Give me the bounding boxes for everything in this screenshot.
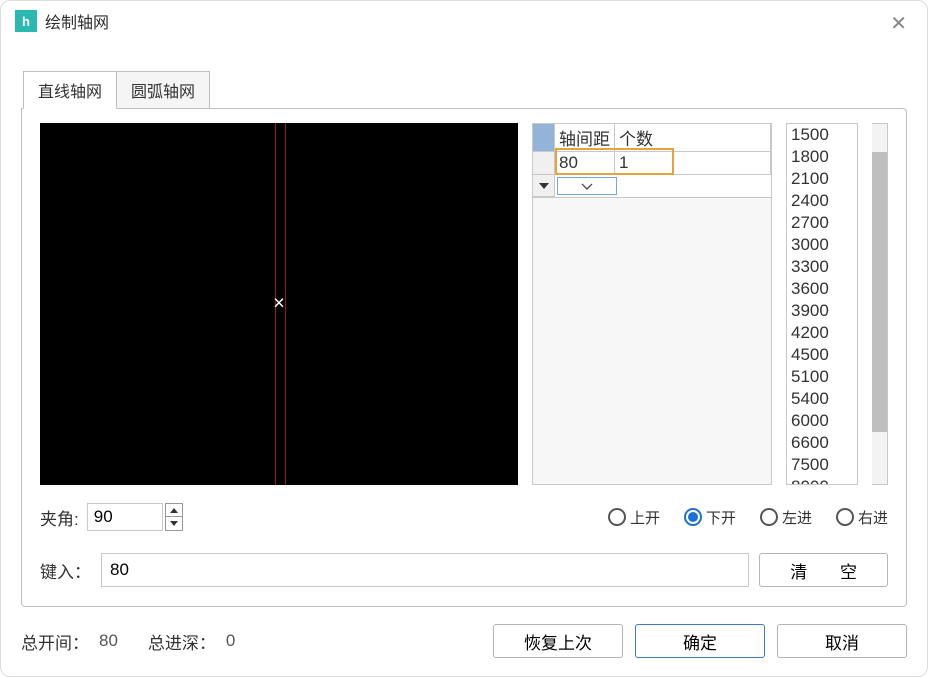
total-depth: 总进深： 0 (148, 629, 235, 654)
tab-strip: 直线轴网 圆弧轴网 (1, 41, 927, 109)
footer-bar: 总开间： 80 总进深： 0 恢复上次 确定 取消 (1, 624, 927, 676)
preset-value-item[interactable]: 4200 (787, 322, 857, 344)
radio-circle-icon (608, 508, 626, 526)
preset-value-item[interactable]: 5400 (787, 388, 857, 410)
preset-value-item[interactable]: 5100 (787, 366, 857, 388)
titlebar: h 绘制轴网 ✕ (1, 1, 927, 41)
radio-down-open[interactable]: 下开 (684, 507, 736, 528)
tab-arc-grid[interactable]: 圆弧轴网 (116, 71, 210, 109)
radio-right-in[interactable]: 右进 (836, 507, 888, 528)
ok-button[interactable]: 确定 (635, 624, 765, 658)
editing-cell-spacing (557, 150, 615, 173)
top-row: × 轴间距 个数 80 1 (40, 123, 888, 485)
radio-label: 左进 (782, 507, 812, 528)
preset-value-item[interactable]: 3600 (787, 278, 857, 300)
preset-value-item[interactable]: 6600 (787, 432, 857, 454)
typein-label: 键入： (40, 558, 91, 583)
dialog-title: 绘制轴网 (45, 9, 109, 33)
cancel-button[interactable]: 取消 (777, 624, 907, 658)
preset-value-item[interactable]: 1800 (787, 146, 857, 168)
radio-circle-icon (760, 508, 778, 526)
radio-up-open[interactable]: 上开 (608, 507, 660, 528)
direction-radio-group: 上开 下开 左进 右进 (608, 507, 888, 528)
typein-row: 键入： 清 空 (40, 553, 888, 587)
radio-circle-icon (684, 508, 702, 526)
chevron-up-icon (170, 508, 178, 513)
grid-preview-canvas: × (40, 123, 518, 485)
radio-label: 上开 (630, 507, 660, 528)
radio-dot-icon (688, 512, 698, 522)
scroll-thumb[interactable] (872, 152, 887, 432)
total-depth-label: 总进深： (148, 629, 216, 654)
editing-highlight (555, 148, 674, 175)
new-row-marker-icon (533, 175, 555, 197)
total-span: 总开间： 80 (21, 629, 118, 654)
editing-cell-count (615, 150, 672, 173)
table-new-row[interactable] (533, 175, 771, 198)
close-icon[interactable]: ✕ (890, 11, 907, 36)
chevron-down-icon (581, 183, 593, 190)
preset-values-list[interactable]: 1500180021002400270030003300360039004200… (786, 123, 858, 485)
spacing-table: 轴间距 个数 80 1 (532, 123, 772, 485)
preset-value-item[interactable]: 2100 (787, 168, 857, 190)
typein-input[interactable] (101, 553, 749, 587)
preset-value-item[interactable]: 1500 (787, 124, 857, 146)
radio-circle-icon (836, 508, 854, 526)
spacing-dropdown[interactable] (557, 177, 617, 195)
table-empty-area (533, 198, 771, 484)
tab-panel: × 轴间距 个数 80 1 (21, 108, 907, 607)
app-icon: h (15, 10, 37, 32)
preset-value-item[interactable]: 7500 (787, 454, 857, 476)
preset-value-item[interactable]: 4500 (787, 344, 857, 366)
tab-linear-grid[interactable]: 直线轴网 (23, 71, 117, 109)
radio-left-in[interactable]: 左进 (760, 507, 812, 528)
preset-value-item[interactable]: 2700 (787, 212, 857, 234)
angle-step-up[interactable] (165, 503, 183, 517)
clear-button[interactable]: 清 空 (759, 553, 888, 587)
angle-input[interactable] (87, 503, 163, 531)
preset-value-item[interactable]: 3300 (787, 256, 857, 278)
angle-label: 夹角: (40, 505, 79, 530)
total-span-value: 80 (99, 631, 118, 651)
total-span-label: 总开间： (21, 629, 89, 654)
chevron-down-icon (170, 521, 178, 526)
angle-step-down[interactable] (165, 517, 183, 531)
angle-stepper (87, 503, 183, 531)
list-scrollbar[interactable] (872, 123, 888, 485)
footer-buttons: 恢复上次 确定 取消 (493, 624, 907, 658)
table-corner-cell (533, 124, 555, 152)
restore-last-button[interactable]: 恢复上次 (493, 624, 623, 658)
preset-value-item[interactable]: 6000 (787, 410, 857, 432)
preset-value-item[interactable]: 3000 (787, 234, 857, 256)
preview-axis-line (285, 123, 286, 485)
total-depth-value: 0 (226, 631, 235, 651)
preset-value-item[interactable]: 3900 (787, 300, 857, 322)
radio-label: 下开 (706, 507, 736, 528)
dialog-window: h 绘制轴网 ✕ 直线轴网 圆弧轴网 × 轴间距 个数 80 (0, 0, 928, 677)
angle-and-direction-row: 夹角: 上开 下开 (40, 503, 888, 531)
row-selector[interactable] (533, 152, 555, 175)
preview-cross-icon: × (273, 293, 285, 316)
preset-value-item[interactable]: 8000 (787, 476, 857, 485)
preset-value-item[interactable]: 2400 (787, 190, 857, 212)
radio-label: 右进 (858, 507, 888, 528)
